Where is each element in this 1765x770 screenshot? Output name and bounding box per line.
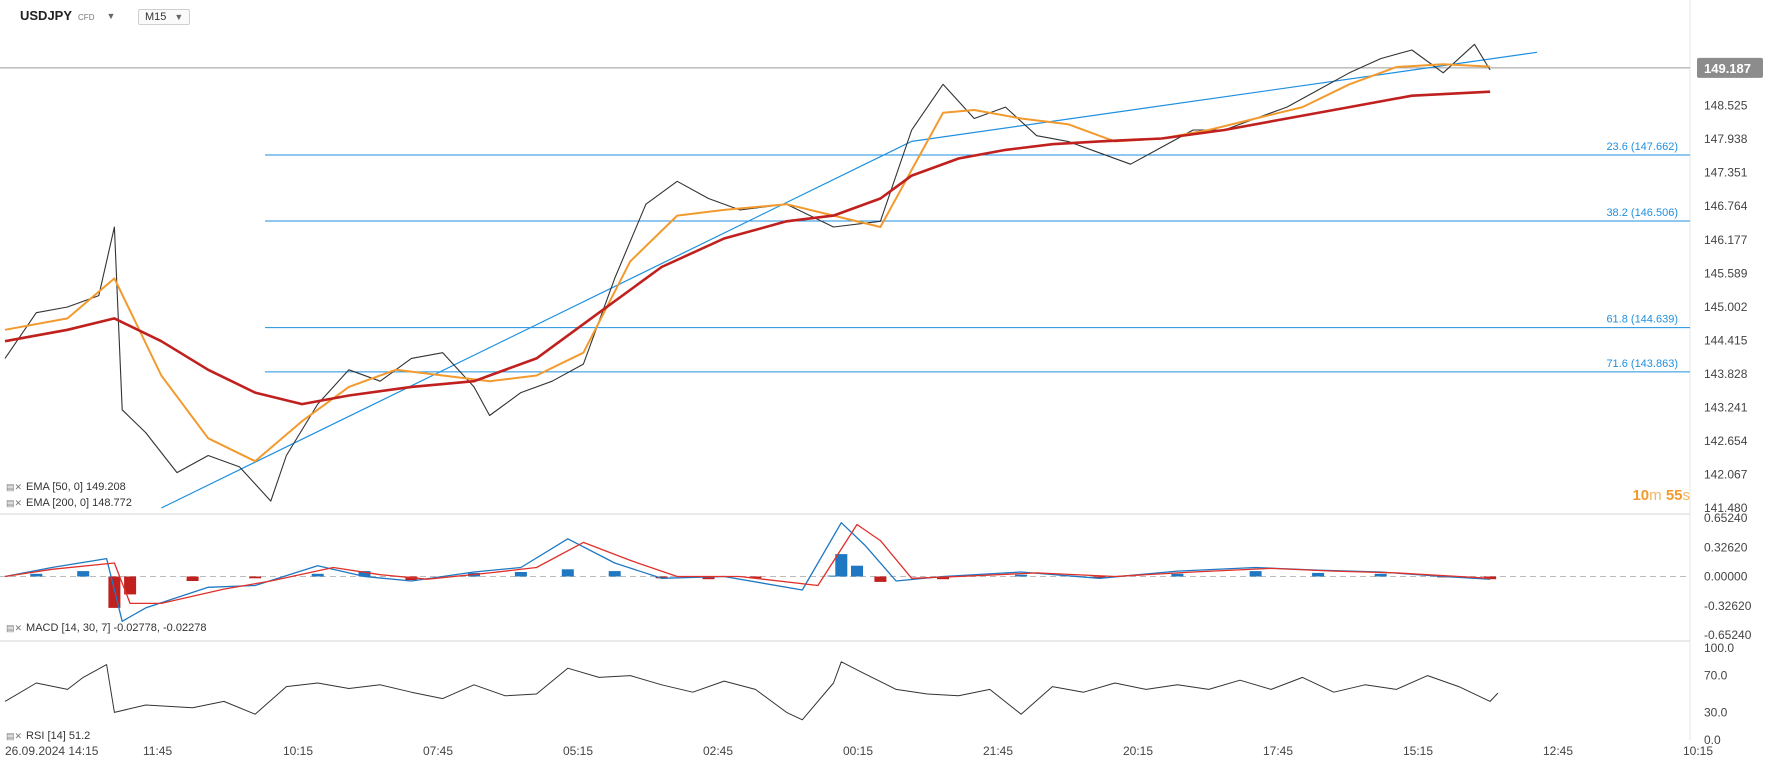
countdown-minutes-unit: m bbox=[1649, 487, 1662, 504]
ema50-label: EMA [50, 0] 149.208 bbox=[26, 481, 126, 493]
fib-level-label: 71.6 (143.863) bbox=[1606, 358, 1678, 370]
rsi-line bbox=[4, 661, 1499, 721]
price-axis-tick: 142.654 bbox=[1704, 434, 1748, 448]
ema200-line bbox=[4, 90, 1491, 406]
time-axis-tick: 00:15 bbox=[843, 744, 873, 758]
time-axis-tick: 26.09.2024 14:15 bbox=[5, 744, 99, 758]
symbol-name: USDJPY bbox=[20, 8, 73, 23]
symbol-type: CFD bbox=[78, 12, 95, 22]
symbol-header[interactable]: USDJPY CFD ▼ bbox=[20, 8, 115, 23]
macd-axis-tick: -0.65240 bbox=[1704, 628, 1752, 642]
price-axis-tick: 143.828 bbox=[1704, 367, 1748, 381]
price-axis-tick: 143.241 bbox=[1704, 400, 1748, 414]
rsi-axis-tick: 0.0 bbox=[1704, 733, 1721, 747]
indicator-settings-icon[interactable]: ▤✕ bbox=[6, 497, 23, 508]
price-axis-tick: 142.067 bbox=[1704, 467, 1748, 481]
macd-histogram-bar bbox=[749, 576, 762, 579]
macd-histogram-bar bbox=[1312, 572, 1325, 577]
ema50-line bbox=[4, 63, 1491, 463]
macd-histogram-bar bbox=[1015, 574, 1028, 577]
ema200-legend[interactable]: ▤✕ EMA [200, 0] 148.772 bbox=[6, 497, 132, 509]
time-axis-tick: 02:45 bbox=[703, 744, 733, 758]
rsi-axis-tick: 30.0 bbox=[1704, 705, 1728, 719]
macd-histogram-bar bbox=[851, 565, 863, 577]
ema200-label: EMA [200, 0] 148.772 bbox=[26, 497, 132, 509]
fib-level-label: 61.8 (144.639) bbox=[1606, 314, 1678, 326]
price-axis-tick: 145.002 bbox=[1704, 300, 1748, 314]
price-series-line bbox=[4, 43, 1491, 502]
chevron-down-icon: ▼ bbox=[174, 12, 184, 22]
time-axis-tick: 07:45 bbox=[423, 744, 453, 758]
price-axis-tick: 144.415 bbox=[1704, 333, 1748, 347]
time-axis-tick: 21:45 bbox=[983, 744, 1013, 758]
current-price-label: 149.187 bbox=[1704, 61, 1751, 76]
macd-axis-tick: 0.65240 bbox=[1704, 511, 1748, 525]
price-axis-tick: 146.764 bbox=[1704, 199, 1748, 213]
fib-level-label: 23.6 (147.662) bbox=[1606, 141, 1678, 153]
macd-histogram-bar bbox=[937, 576, 949, 580]
ema50-legend[interactable]: ▤✕ EMA [50, 0] 149.208 bbox=[6, 481, 126, 493]
macd-histogram-bar bbox=[608, 571, 621, 577]
macd-histogram-bar bbox=[186, 576, 199, 581]
current-price-tag bbox=[1697, 57, 1763, 78]
rsi-axis-tick: 100.0 bbox=[1704, 641, 1734, 655]
time-axis-tick: 20:15 bbox=[1123, 744, 1153, 758]
macd-histogram-bar bbox=[124, 576, 137, 595]
chevron-down-icon[interactable]: ▼ bbox=[106, 10, 116, 21]
macd-histogram-bar bbox=[1093, 576, 1106, 579]
time-axis-tick: 17:45 bbox=[1263, 744, 1293, 758]
macd-histogram-bar bbox=[249, 576, 262, 579]
countdown-minutes: 10 bbox=[1632, 487, 1650, 504]
indicator-settings-icon[interactable]: ▤✕ bbox=[6, 481, 23, 492]
macd-histogram-bar bbox=[655, 576, 668, 579]
macd-histogram-bar bbox=[1374, 573, 1387, 577]
price-axis-tick: 147.351 bbox=[1704, 166, 1748, 180]
countdown-seconds: 55 bbox=[1665, 487, 1683, 504]
macd-axis-tick: -0.32620 bbox=[1704, 599, 1752, 613]
countdown-seconds-unit: s bbox=[1682, 487, 1691, 504]
indicator-settings-icon[interactable]: ▤✕ bbox=[6, 622, 23, 633]
time-axis-tick: 10:15 bbox=[1683, 744, 1713, 758]
macd-signal-line bbox=[4, 523, 1491, 605]
macd-line bbox=[4, 522, 1491, 622]
macd-histogram-bar bbox=[1249, 571, 1262, 577]
price-axis-tick: 145.589 bbox=[1704, 266, 1748, 280]
fib-level-label: 38.2 (146.506) bbox=[1606, 207, 1678, 219]
macd-histogram-bar bbox=[358, 571, 371, 577]
macd-axis-tick: 0.32620 bbox=[1704, 540, 1748, 554]
macd-histogram-bar bbox=[311, 573, 324, 577]
macd-legend[interactable]: ▤✕ MACD [14, 30, 7] -0.02778, -0.02278 bbox=[6, 622, 206, 634]
candle-countdown: 10m 55s bbox=[1632, 487, 1690, 504]
time-axis-tick: 12:45 bbox=[1543, 744, 1573, 758]
timeframe-label: M15 bbox=[145, 11, 167, 23]
macd-histogram-bar bbox=[835, 554, 848, 577]
macd-histogram-bar bbox=[702, 576, 715, 580]
price-axis-tick: 148.525 bbox=[1704, 99, 1748, 113]
time-axis-tick: 05:15 bbox=[563, 744, 593, 758]
time-axis-tick: 10:15 bbox=[283, 744, 313, 758]
price-axis-tick: 146.177 bbox=[1704, 233, 1748, 247]
trend-line bbox=[161, 51, 1538, 509]
time-axis-tick: 15:15 bbox=[1403, 744, 1433, 758]
macd-histogram-bar bbox=[1171, 573, 1184, 577]
macd-histogram-bar bbox=[514, 572, 527, 577]
macd-histogram-bar bbox=[561, 569, 574, 577]
timeframe-selector[interactable]: M15 ▼ bbox=[138, 9, 191, 25]
price-axis-tick: 141.480 bbox=[1704, 501, 1748, 515]
price-axis-tick: 147.938 bbox=[1704, 132, 1748, 146]
time-axis-tick: 11:45 bbox=[143, 744, 172, 758]
macd-histogram-bar bbox=[77, 571, 90, 577]
macd-histogram-bar bbox=[827, 575, 840, 577]
rsi-legend[interactable]: ▤✕ RSI [14] 51.2 bbox=[6, 730, 90, 742]
macd-label: MACD [14, 30, 7] -0.02778, -0.02278 bbox=[26, 622, 207, 634]
rsi-axis-tick: 70.0 bbox=[1704, 669, 1728, 683]
macd-histogram-bar bbox=[30, 573, 43, 577]
macd-histogram-bar bbox=[874, 576, 887, 582]
rsi-label: RSI [14] 51.2 bbox=[26, 730, 91, 742]
macd-axis-tick: 0.00000 bbox=[1704, 570, 1748, 584]
indicator-settings-icon[interactable]: ▤✕ bbox=[6, 730, 23, 741]
